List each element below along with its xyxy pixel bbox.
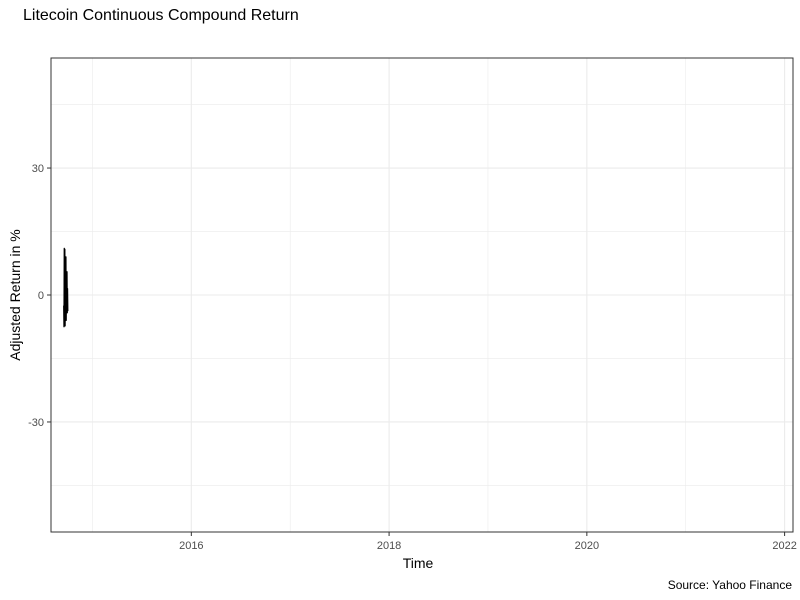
major-grid (51, 58, 793, 532)
source-caption: Source: Yahoo Finance (667, 578, 792, 592)
x-tick-label: 2022 (772, 540, 796, 552)
x-axis: 2016 2018 2020 2022 (179, 532, 797, 552)
series-line (63, 247, 69, 328)
chart-title: Litecoin Continuous Compound Return (23, 7, 299, 24)
y-axis-title: Adjusted Return in % (7, 229, 23, 361)
x-tick-label: 2018 (377, 540, 401, 552)
y-axis: -30 0 30 (28, 163, 51, 429)
x-tick-label: 2016 (179, 540, 203, 552)
y-tick-label: 0 (38, 290, 44, 302)
x-tick-label: 2020 (575, 540, 599, 552)
x-axis-title: Time (403, 555, 434, 571)
y-tick-label: 30 (32, 163, 44, 175)
series-layer (63, 247, 69, 328)
y-tick-label: -30 (28, 417, 44, 429)
